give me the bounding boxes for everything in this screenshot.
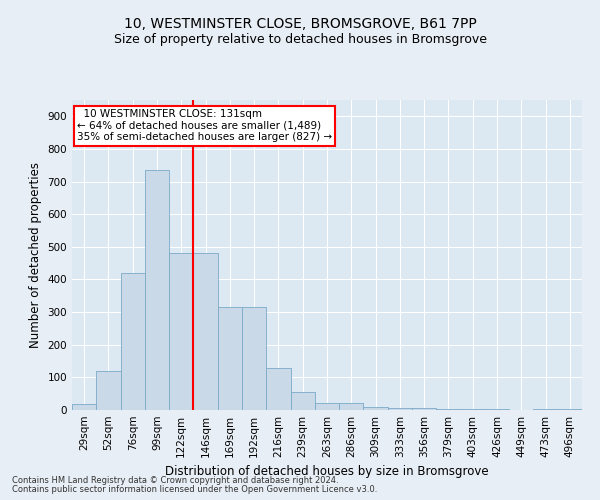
Text: Size of property relative to detached houses in Bromsgrove: Size of property relative to detached ho… xyxy=(113,32,487,46)
Bar xyxy=(266,368,290,410)
Text: 10, WESTMINSTER CLOSE, BROMSGROVE, B61 7PP: 10, WESTMINSTER CLOSE, BROMSGROVE, B61 7… xyxy=(124,18,476,32)
Y-axis label: Number of detached properties: Number of detached properties xyxy=(29,162,42,348)
Bar xyxy=(169,254,193,410)
Bar xyxy=(193,254,218,410)
X-axis label: Distribution of detached houses by size in Bromsgrove: Distribution of detached houses by size … xyxy=(165,466,489,478)
Bar xyxy=(339,404,364,410)
Bar xyxy=(218,307,242,410)
Bar xyxy=(461,409,485,410)
Bar xyxy=(121,273,145,410)
Bar xyxy=(242,307,266,410)
Bar xyxy=(72,404,96,410)
Bar xyxy=(388,408,412,410)
Text: 10 WESTMINSTER CLOSE: 131sqm
← 64% of detached houses are smaller (1,489)
35% of: 10 WESTMINSTER CLOSE: 131sqm ← 64% of de… xyxy=(77,110,332,142)
Bar xyxy=(412,408,436,410)
Text: Contains HM Land Registry data © Crown copyright and database right 2024.: Contains HM Land Registry data © Crown c… xyxy=(12,476,338,485)
Bar xyxy=(315,404,339,410)
Bar xyxy=(558,408,582,410)
Text: Contains public sector information licensed under the Open Government Licence v3: Contains public sector information licen… xyxy=(12,485,377,494)
Bar xyxy=(145,170,169,410)
Bar xyxy=(364,406,388,410)
Bar xyxy=(533,409,558,410)
Bar xyxy=(290,392,315,410)
Bar xyxy=(96,371,121,410)
Bar xyxy=(436,408,461,410)
